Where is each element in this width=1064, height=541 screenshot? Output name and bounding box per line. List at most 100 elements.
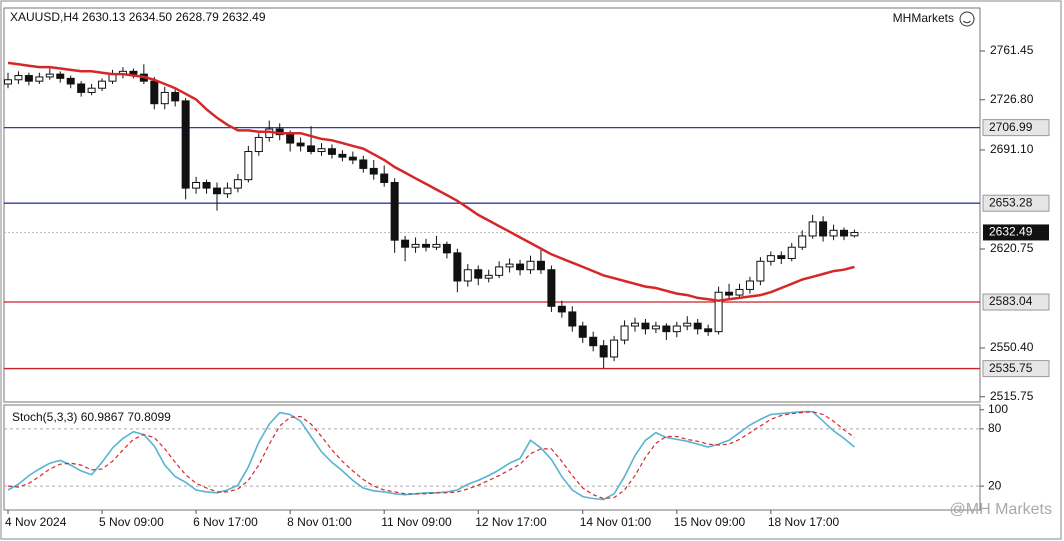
y-tick-label: 2550.40: [990, 340, 1034, 354]
candle-body: [98, 80, 107, 89]
candle-body: [213, 187, 221, 195]
candle-body: [516, 263, 525, 271]
candle-body: [14, 75, 23, 81]
brand-icon: [959, 11, 975, 27]
brand: MHMarkets: [893, 11, 954, 25]
candle-body: [578, 325, 587, 338]
level-label-box: [982, 360, 1050, 378]
stoch-panel: [3, 404, 981, 511]
candle-body: [77, 83, 86, 93]
level-label: 2706.99: [989, 120, 1033, 134]
candle-body: [317, 148, 326, 153]
x-tick-label: 15 Nov 09:00: [674, 515, 746, 529]
x-tick-label: 5 Nov 09:00: [99, 515, 164, 529]
candle-body: [171, 91, 180, 102]
last-price-box: [983, 224, 1049, 241]
candle-body: [840, 229, 848, 237]
candle-body: [24, 75, 33, 82]
last-price-label: 2632.49: [989, 225, 1033, 239]
candle-body: [369, 167, 378, 175]
candle-body: [390, 181, 399, 241]
candle-body: [505, 263, 514, 268]
candle-body: [286, 134, 295, 144]
candle-body: [819, 221, 828, 237]
y-tick-label: 2691.10: [990, 142, 1034, 156]
candle-body: [536, 260, 545, 271]
candle-body: [359, 159, 368, 169]
x-tick-label: 6 Nov 17:00: [193, 515, 258, 529]
level-label: 2535.75: [989, 361, 1033, 375]
level-label: 2653.28: [989, 195, 1033, 209]
candle-body: [745, 280, 754, 290]
price-panel: [3, 7, 981, 403]
chart-title: XAUUSD,H4 2630.13 2634.50 2628.79 2632.4…: [10, 10, 266, 24]
candle-body: [672, 325, 681, 333]
candle-body: [568, 311, 577, 327]
level-label: 2583.04: [989, 294, 1033, 308]
x-tick-label: 11 Nov 09:00: [381, 515, 452, 529]
candle-body: [610, 339, 619, 358]
candle-body: [693, 322, 702, 330]
candle-body: [620, 325, 629, 341]
x-tick-label: 8 Nov 01:00: [287, 515, 352, 529]
candle-body: [202, 181, 211, 189]
y-tick-label: 20: [988, 478, 1002, 492]
level-label-box: [982, 293, 1050, 311]
candle-body: [756, 260, 765, 282]
x-tick-label: 4 Nov 2024: [5, 515, 67, 529]
y-tick-label: 2515.75: [990, 389, 1034, 403]
candle-body: [307, 145, 316, 153]
candle-body: [798, 235, 807, 248]
candle-body: [327, 148, 336, 155]
candle-body: [589, 336, 598, 347]
level-label-box: [982, 119, 1050, 137]
y-tick-label: 2620.75: [990, 241, 1034, 255]
candle-body: [233, 179, 242, 189]
candle-body: [829, 229, 838, 237]
candle-body: [484, 274, 493, 279]
candle-body: [223, 187, 232, 195]
x-tick-label: 14 Nov 01:00: [580, 515, 652, 529]
candle-body: [348, 156, 357, 161]
candle-body: [87, 87, 96, 93]
candle-body: [787, 246, 796, 259]
candle-body: [850, 231, 859, 237]
candle-body: [641, 322, 650, 330]
candle-body: [662, 325, 671, 333]
candle-body: [244, 151, 253, 181]
candle-body: [714, 291, 723, 333]
candle-body: [45, 73, 54, 78]
candle-body: [651, 325, 660, 330]
candle-body: [766, 255, 775, 262]
candle-body: [683, 322, 692, 327]
candle-body: [160, 91, 169, 105]
candle-body: [442, 243, 451, 254]
y-tick-label: 80: [988, 421, 1002, 435]
candle-body: [704, 328, 713, 333]
candle-body: [129, 70, 138, 75]
candle-body: [150, 80, 159, 105]
candle-body: [181, 100, 190, 189]
candle-body: [599, 345, 608, 358]
stoch-title: Stoch(5,3,3) 60.9867 70.8099: [12, 410, 171, 424]
watermark: @MH Markets: [950, 501, 1052, 518]
candle-body: [453, 252, 462, 282]
candle-body: [66, 77, 75, 85]
candle-body: [56, 73, 65, 79]
candle-body: [526, 260, 535, 271]
candle-body: [411, 243, 420, 248]
candle-body: [35, 76, 44, 82]
y-tick-label: 100: [988, 402, 1008, 416]
stoch-signal: [7, 411, 855, 500]
candle-body: [296, 142, 305, 147]
candle-body: [254, 136, 263, 153]
y-tick-label: 2726.80: [990, 92, 1034, 106]
candle-body: [463, 269, 472, 282]
candle-body: [432, 243, 441, 248]
candle-body: [725, 291, 734, 296]
candle-body: [808, 221, 817, 237]
x-tick-label: 12 Nov 17:00: [475, 515, 547, 529]
candle-body: [422, 243, 430, 248]
